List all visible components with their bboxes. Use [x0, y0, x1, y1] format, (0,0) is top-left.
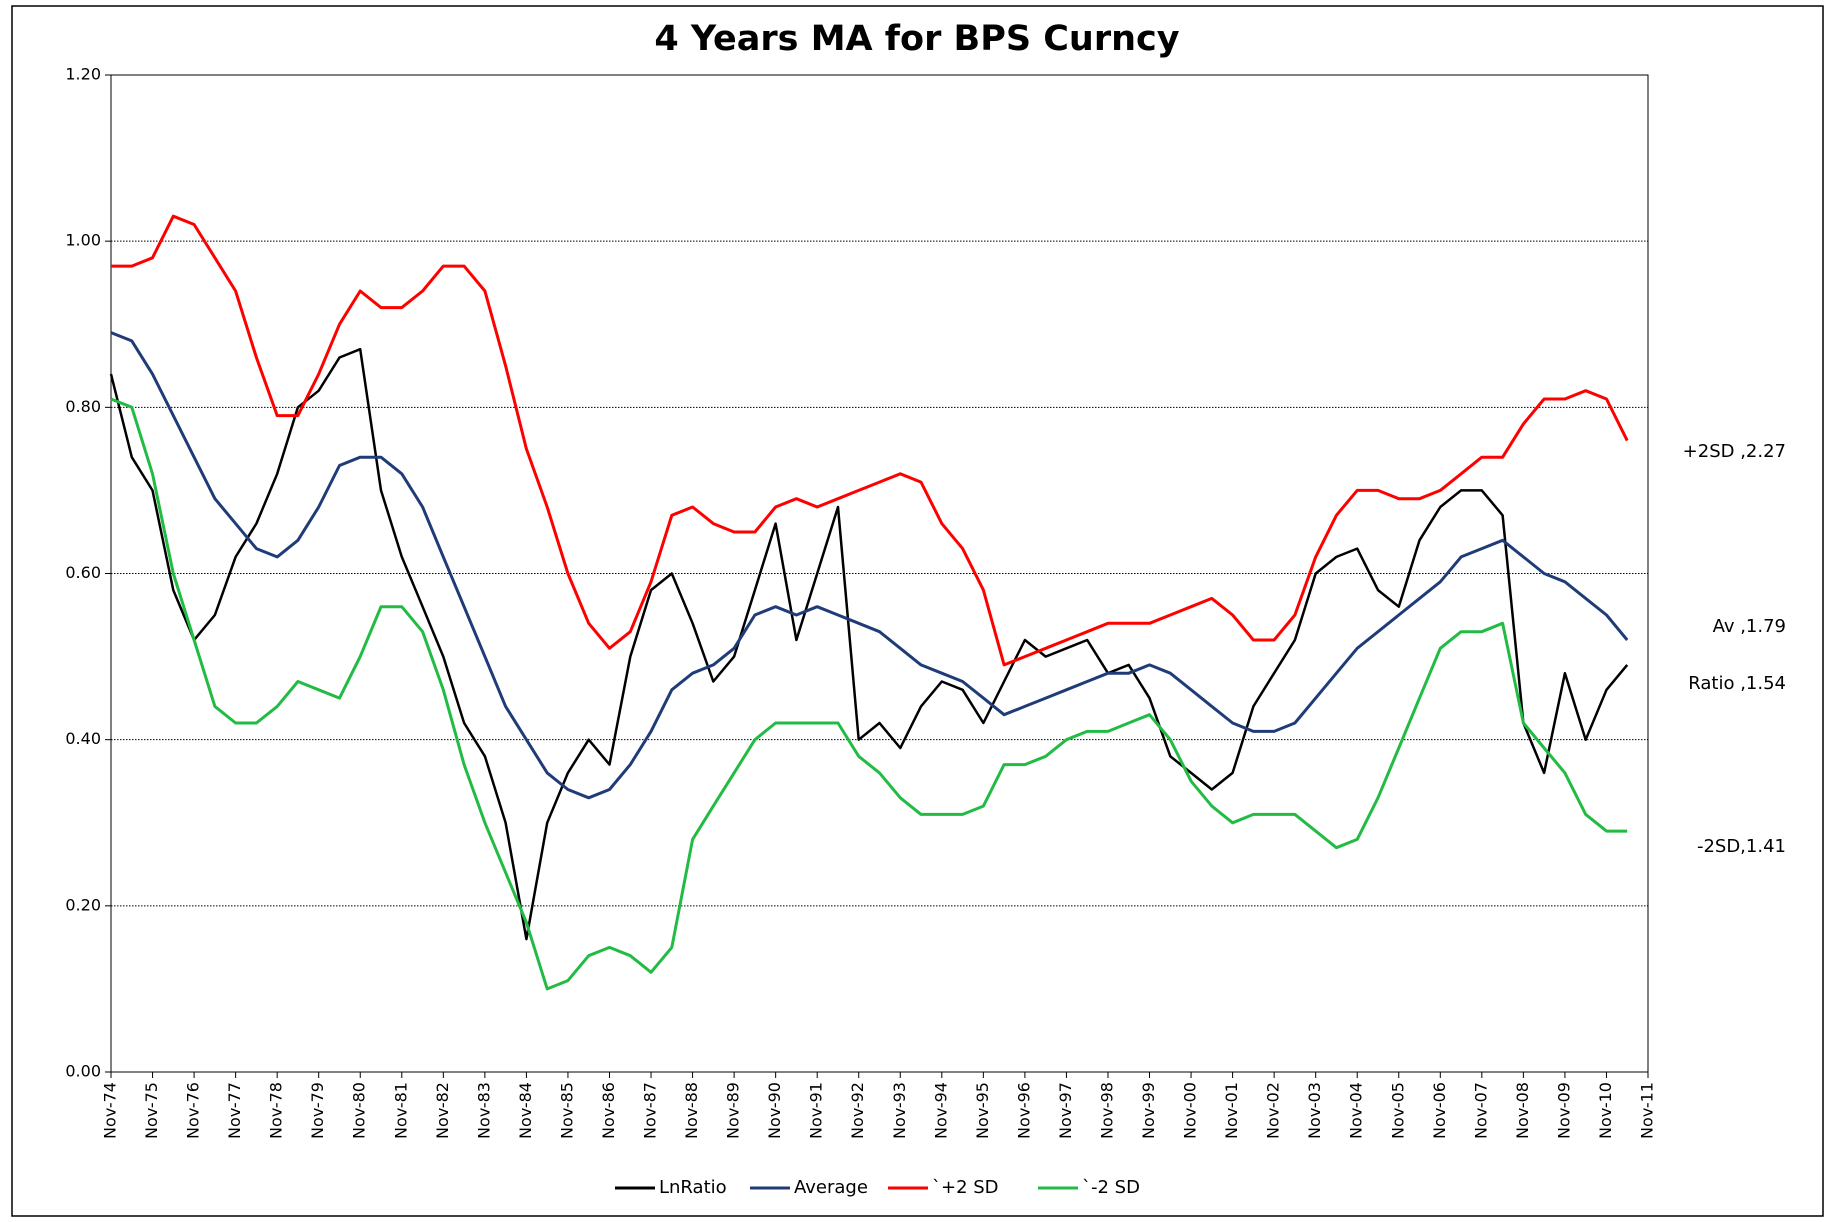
x-tick-label: Nov-78 — [267, 1082, 286, 1139]
series-line — [110, 397, 1628, 991]
x-tick-label: Nov-02 — [1264, 1082, 1283, 1139]
x-tick-label: Nov-79 — [308, 1082, 327, 1139]
legend-label: `+2 SD — [932, 1177, 999, 1198]
x-tick-label: Nov-76 — [184, 1082, 203, 1139]
y-tick-label: 0.20 — [65, 895, 101, 914]
x-tick-label: Nov-89 — [724, 1082, 743, 1139]
chart-border — [11, 5, 1824, 1217]
x-tick-label: Nov-94 — [931, 1082, 950, 1139]
x-tick-label: Nov-96 — [1014, 1082, 1033, 1139]
x-tick-label: Nov-97 — [1056, 1082, 1075, 1139]
y-tick-label: 0.40 — [65, 729, 101, 748]
x-tick-label: Nov-98 — [1097, 1082, 1116, 1139]
x-tick-label: Nov-09 — [1554, 1082, 1573, 1139]
annotation: +2SD ,2.27 — [1683, 441, 1786, 462]
y-tick-label: 1.00 — [65, 231, 101, 250]
y-tick-label: 1.20 — [65, 65, 101, 84]
y-tick-label: 0.60 — [65, 563, 101, 582]
chart-title: 4 Years MA for BPS Curncy — [654, 19, 1179, 59]
legend-label: Average — [794, 1177, 868, 1198]
annotation: Ratio ,1.54 — [1688, 673, 1786, 694]
series-line — [111, 214, 1629, 667]
x-tick-label: Nov-00 — [1181, 1082, 1200, 1139]
series-line — [110, 331, 1629, 800]
y-tick-label: 0.80 — [65, 397, 101, 416]
x-tick-label: Nov-05 — [1388, 1082, 1407, 1139]
x-tick-label: Nov-80 — [350, 1082, 369, 1139]
x-tick-label: Nov-75 — [142, 1082, 161, 1139]
x-tick-label: Nov-99 — [1139, 1082, 1158, 1139]
x-tick-label: Nov-83 — [474, 1082, 493, 1139]
x-tick-label: Nov-03 — [1305, 1082, 1324, 1139]
x-tick-label: Nov-10 — [1596, 1082, 1615, 1139]
x-tick-label: Nov-07 — [1471, 1082, 1490, 1139]
x-tick-label: Nov-85 — [557, 1082, 576, 1139]
x-tick-label: Nov-92 — [848, 1082, 867, 1139]
plot-border — [110, 74, 1649, 1073]
x-tick-label: Nov-84 — [516, 1082, 535, 1139]
x-tick-label: Nov-86 — [599, 1082, 618, 1139]
x-tick-label: Nov-11 — [1638, 1082, 1657, 1139]
x-tick-label: Nov-04 — [1347, 1082, 1366, 1139]
annotation: -2SD,1.41 — [1697, 836, 1786, 857]
legend-label: LnRatio — [659, 1177, 727, 1198]
x-tick-label: Nov-95 — [973, 1082, 992, 1139]
x-tick-label: Nov-06 — [1430, 1082, 1449, 1139]
x-tick-label: Nov-81 — [391, 1082, 410, 1139]
x-tick-label: Nov-77 — [225, 1082, 244, 1139]
x-tick-label: Nov-08 — [1513, 1082, 1532, 1139]
legend-label: `-2 SD — [1082, 1177, 1140, 1198]
x-tick-label: Nov-87 — [641, 1082, 660, 1139]
y-tick-label: 0.00 — [65, 1062, 101, 1081]
annotation: Av ,1.79 — [1713, 616, 1786, 637]
legend: LnRatio Average `+2 SD `-2 SD — [615, 1177, 1140, 1198]
x-tick-label: Nov-82 — [433, 1082, 452, 1139]
x-tick-label: Nov-01 — [1222, 1082, 1241, 1139]
x-tick-label: Nov-91 — [807, 1082, 826, 1139]
series-line — [109, 347, 1629, 941]
x-tick-label: Nov-90 — [765, 1082, 784, 1139]
x-tick-label: Nov-93 — [890, 1082, 909, 1139]
x-tick-label: Nov-88 — [682, 1082, 701, 1139]
x-tick-label: Nov-74 — [101, 1082, 120, 1139]
